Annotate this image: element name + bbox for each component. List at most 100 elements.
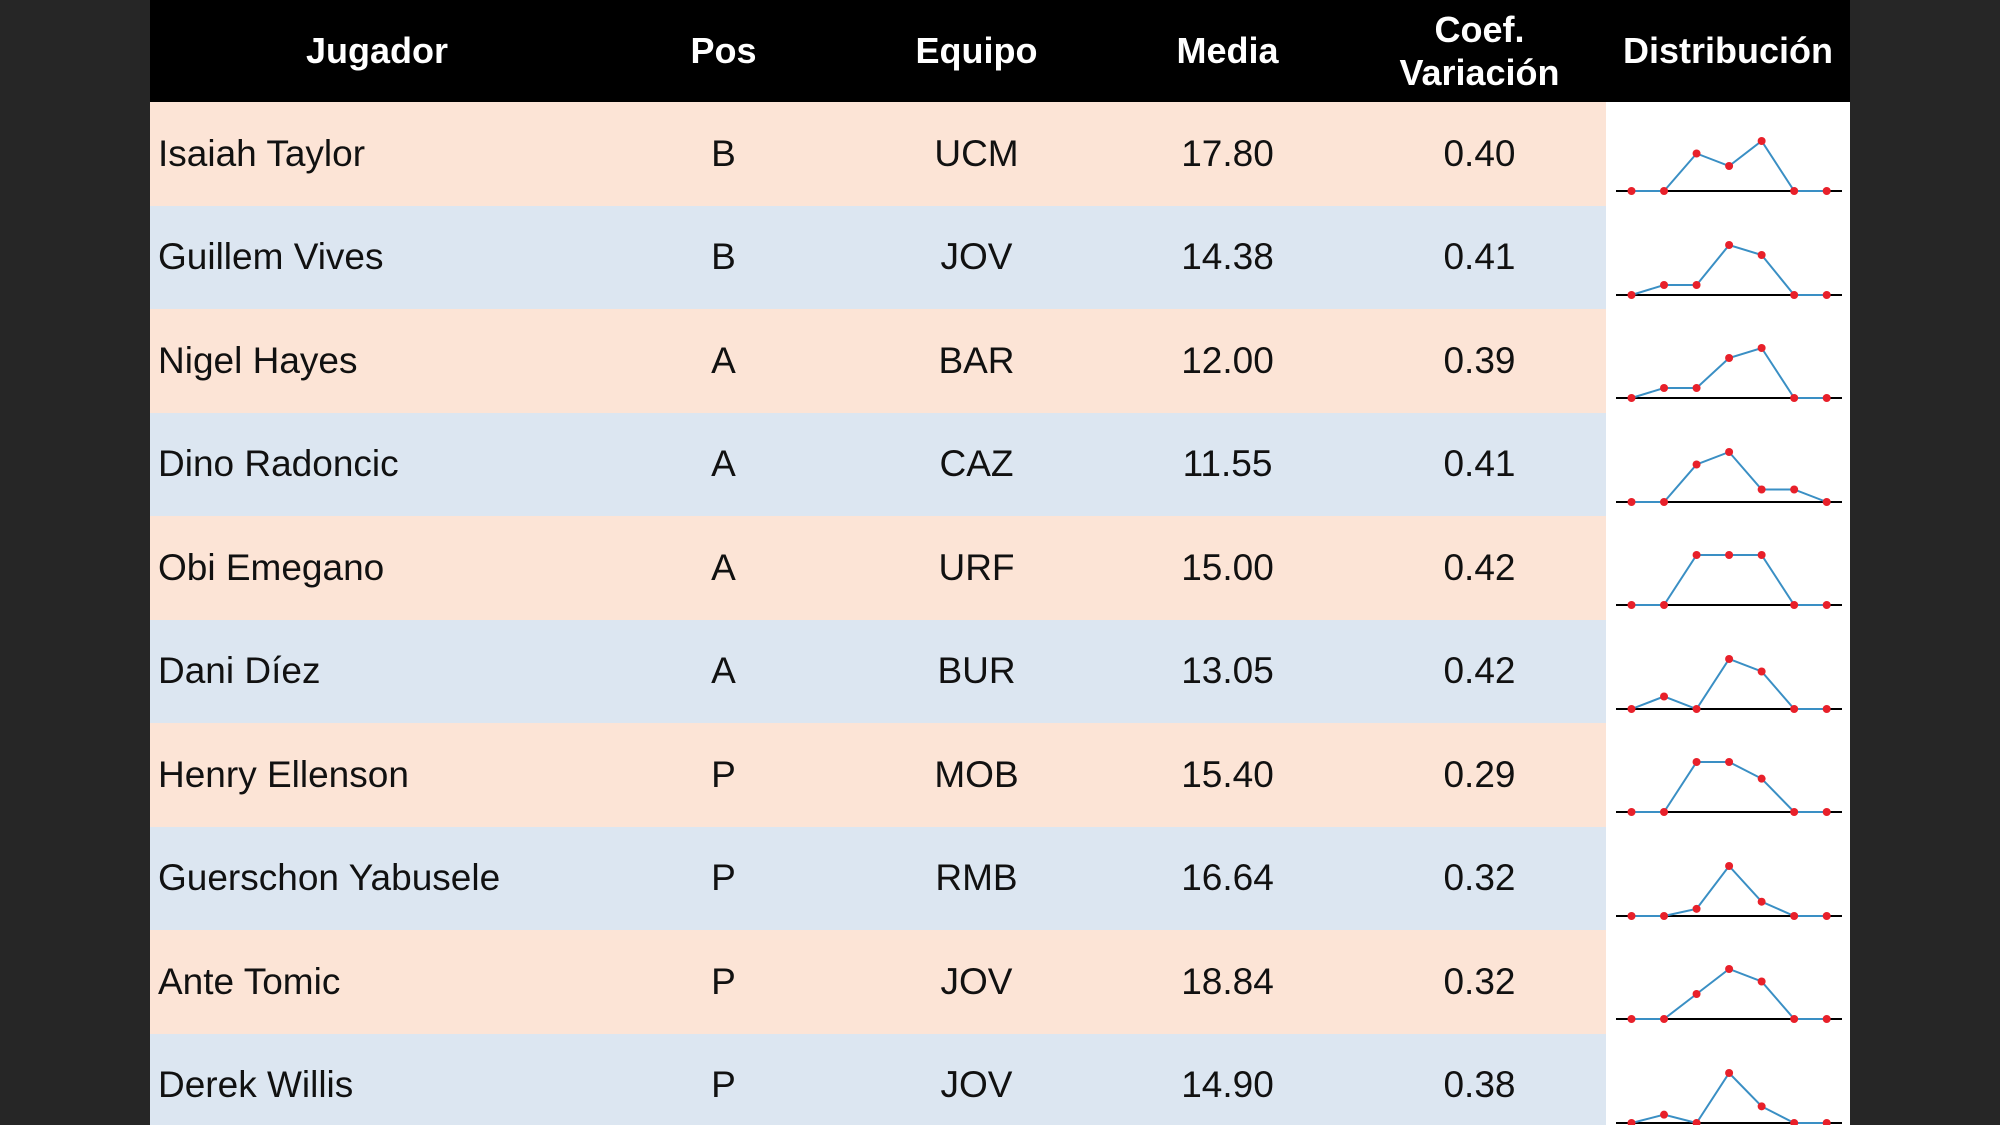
cell: 0.41 [1353, 205, 1606, 309]
header-cell: Distribución [1622, 30, 1833, 72]
sparkline [1616, 137, 1842, 195]
cell: B [596, 205, 851, 309]
sparkline-point [1790, 601, 1799, 609]
sparkline-line [1631, 450, 1828, 503]
table-row: Isaiah Taylor B UCM 17.80 0.40 [150, 102, 1850, 206]
cell: 11.55 [1102, 412, 1353, 516]
sparkline-point [1822, 497, 1831, 506]
header-cell: Pos [690, 30, 757, 72]
sparkline-point [1627, 187, 1636, 195]
sparkline-point [1660, 280, 1669, 289]
header-cell: Equipo [915, 30, 1038, 72]
sparkline-point [1627, 1118, 1636, 1125]
sparkline-point [1725, 162, 1734, 170]
cell: Henry Ellenson [150, 723, 596, 827]
sparkline-point [1725, 654, 1734, 663]
sparkline-cell [1606, 930, 1850, 1034]
cell: Nigel Hayes [150, 309, 596, 413]
cell: 0.32 [1353, 930, 1606, 1034]
sparkline-point [1692, 990, 1701, 998]
sparkline [1616, 240, 1842, 299]
sparkline-point [1757, 977, 1766, 986]
table: Jugador Pos Equipo Media Coef. Variación Dist… [150, 0, 1850, 1125]
sparkline-point [1692, 704, 1701, 713]
table-row: Obi Emegano A URF 15.00 0.42 [150, 516, 1850, 620]
sparkline-point [1627, 911, 1636, 920]
sparkline-point [1725, 551, 1734, 559]
cell: BUR [851, 619, 1102, 723]
sparkline-point [1757, 667, 1766, 675]
sparkline-cell [1606, 412, 1850, 516]
sparkline [1616, 447, 1842, 506]
sparkline-point [1790, 394, 1799, 402]
sparkline-point [1660, 187, 1669, 195]
sparkline-point [1725, 1068, 1734, 1077]
sparkline-point [1822, 808, 1831, 816]
sparkline-point [1822, 1118, 1831, 1125]
sparkline-point [1757, 897, 1766, 906]
sparkline-point [1660, 1015, 1669, 1023]
sparkline-point [1757, 485, 1766, 493]
sparkline-point [1790, 1118, 1799, 1125]
cell: Ante Tomic [150, 930, 596, 1034]
sparkline-point [1627, 808, 1636, 816]
sparkline-cell [1606, 723, 1850, 827]
sparkline-point [1822, 1015, 1831, 1023]
sparkline-point [1627, 1015, 1636, 1023]
sparkline-cell [1606, 1033, 1850, 1125]
sparkline-line [1631, 243, 1827, 296]
sparkline [1616, 1068, 1842, 1125]
sparkline-point [1692, 758, 1701, 766]
table-row: Guillem Vives B JOV 14.38 0.41 [150, 205, 1850, 309]
cell: 15.40 [1102, 723, 1353, 827]
cell: 17.80 [1102, 102, 1353, 206]
sparkline-cell [1606, 205, 1850, 309]
cell: P [596, 826, 851, 930]
header-row: Jugador Pos Equipo Media Coef. Variación Dist… [150, 0, 1850, 102]
sparkline-point [1660, 497, 1669, 506]
sparkline [1616, 654, 1842, 713]
sparkline-point [1822, 601, 1831, 609]
sparkline-point [1627, 704, 1636, 713]
sparkline [1616, 965, 1842, 1023]
sparkline-line [1631, 657, 1827, 710]
sparkline-line [1631, 863, 1827, 917]
sparkline-point [1725, 447, 1734, 456]
sparkline-point [1725, 861, 1734, 870]
sparkline-line [1631, 967, 1827, 1020]
sparkline-point [1660, 808, 1669, 816]
table-row: Dino Radoncic A CAZ 11.55 0.41 [150, 412, 1850, 516]
cell: A [596, 619, 851, 723]
sparkline-cell [1606, 619, 1850, 723]
cell: P [596, 930, 851, 1034]
cell: Guillem Vives [150, 205, 596, 309]
sparkline [1616, 758, 1842, 816]
sparkline-point [1822, 911, 1831, 920]
cell: 13.05 [1102, 619, 1353, 723]
sparkline-point [1692, 904, 1701, 913]
cell: Guerschon Yabusele [150, 826, 596, 930]
cell: JOV [851, 930, 1102, 1034]
sparkline-point [1660, 692, 1669, 700]
cell: 0.40 [1353, 102, 1606, 206]
sparkline-point [1692, 149, 1701, 158]
cell: A [596, 516, 851, 620]
cell: 0.29 [1353, 723, 1606, 827]
sparkline-point [1692, 384, 1701, 392]
sparkline-point [1822, 394, 1831, 402]
sparkline-cell [1606, 309, 1850, 413]
cell: Isaiah Taylor [150, 102, 596, 206]
cell: URF [851, 516, 1102, 620]
sparkline-point [1627, 497, 1636, 506]
sparkline-point [1660, 911, 1669, 920]
sparkline-point [1790, 808, 1799, 816]
cell: B [596, 102, 851, 206]
sparkline-point [1660, 1110, 1669, 1119]
header-cell: Coef. Variación [1399, 8, 1560, 93]
table-row: Guerschon Yabusele P RMB 16.64 0.32 [150, 826, 1850, 930]
sparkline-point [1790, 290, 1799, 299]
sparkline-point [1725, 240, 1734, 249]
cell: A [596, 412, 851, 516]
sparkline [1616, 861, 1842, 920]
